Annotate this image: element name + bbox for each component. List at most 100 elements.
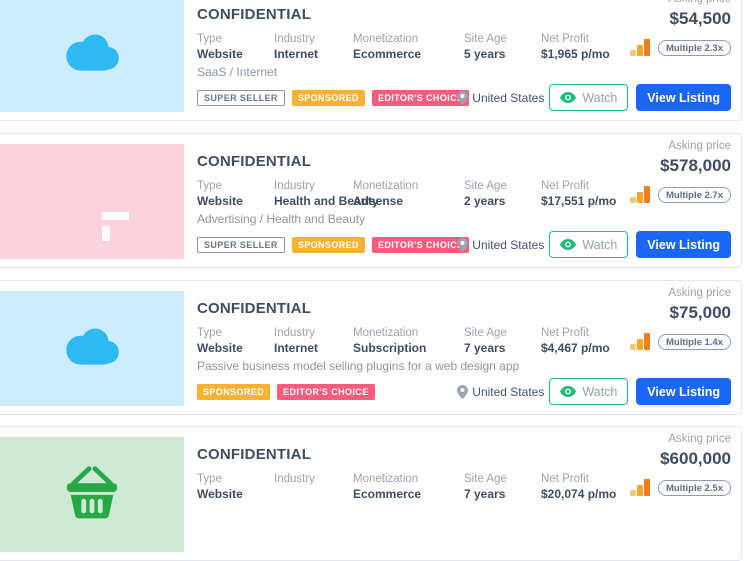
- listing-title: CONFIDENTIAL: [197, 446, 312, 463]
- attr-value: Internet: [274, 341, 319, 355]
- badge-row: SPONSORED EDITOR'S CHOICE: [197, 384, 375, 400]
- location-pin-icon: [457, 90, 469, 105]
- attr-label: Site Age: [464, 33, 507, 45]
- listing-title: CONFIDENTIAL: [197, 153, 312, 170]
- attr-value: $4,467 p/mo: [541, 341, 610, 355]
- multiple-badge: Multiple 2.5x: [657, 480, 731, 496]
- attr-site-age: Site Age 5 years: [464, 32, 541, 62]
- eye-icon: [560, 386, 577, 397]
- badge-row: SUPER SELLER SPONSORED EDITOR'S CHOICE: [197, 237, 470, 253]
- badge-sponsored: SPONSORED: [291, 237, 365, 253]
- cloud-icon: [65, 34, 119, 71]
- cloud-icon-holder: [59, 324, 125, 373]
- attr-net-profit: Net Profit $20,074 p/mo: [541, 472, 624, 502]
- attr-net-profit: Net Profit $17,551 p/mo: [541, 179, 624, 209]
- attr-type: Type Website: [197, 179, 274, 209]
- view-listing-button[interactable]: View Listing: [636, 378, 731, 405]
- attr-label: Monetization: [353, 180, 419, 192]
- attr-label: Monetization: [353, 473, 419, 485]
- location-pin-icon: [457, 237, 469, 252]
- attr-label: Net Profit: [541, 473, 589, 485]
- watch-button[interactable]: Watch: [549, 84, 629, 111]
- badge-super-seller: SUPER SELLER: [197, 90, 285, 106]
- attr-net-profit: Net Profit $1,965 p/mo: [541, 32, 618, 62]
- basket-icon: [66, 466, 117, 519]
- basket-icon-holder: [61, 464, 123, 525]
- location-label: United States: [472, 384, 545, 399]
- attr-value: Ecommerce: [353, 487, 422, 501]
- multiple-badge: Multiple 2.3x: [657, 40, 731, 56]
- attr-value: Website: [197, 487, 243, 501]
- eye-icon: [560, 239, 577, 250]
- asking-price-value: $75,000: [669, 303, 731, 322]
- attr-label: Type: [197, 180, 222, 192]
- attr-type: Type Website: [197, 32, 274, 62]
- location: United States: [457, 90, 545, 105]
- view-listing-button[interactable]: View Listing: [636, 231, 731, 258]
- listing-subtitle: Advertising / Health and Beauty: [197, 212, 366, 226]
- listing-card[interactable]: CONFIDENTIAL Asking price $54,500 Type We…: [0, 0, 742, 121]
- attr-value: $1,965 p/mo: [541, 47, 610, 61]
- attr-industry: Industry: [274, 472, 353, 502]
- badge-editor-s-choice: EDITOR'S CHOICE: [371, 90, 470, 106]
- attr-value: Subscription: [353, 341, 427, 355]
- attr-value: Website: [197, 47, 243, 61]
- attr-label: Site Age: [464, 180, 507, 192]
- attr-value: 2 years: [464, 194, 506, 208]
- listing-attributes: Type Website Industry Internet Monetizatio…: [197, 326, 618, 356]
- attr-value: Ecommerce: [353, 47, 422, 61]
- attr-value: $17,551 p/mo: [541, 194, 617, 208]
- cloud-icon-holder: [59, 30, 125, 79]
- eye-icon: [560, 92, 577, 103]
- listing-subtitle: SaaS / Internet: [197, 65, 278, 79]
- listing-card[interactable]: CONFIDENTIAL Asking price $578,000 Type W…: [0, 133, 742, 268]
- badge-row: SUPER SELLER SPONSORED EDITOR'S CHOICE: [197, 90, 470, 106]
- badge-super-seller: SUPER SELLER: [197, 237, 285, 253]
- performance-bars-icon: [629, 186, 650, 203]
- attr-label: Industry: [274, 327, 315, 339]
- attr-value: Internet: [274, 47, 319, 61]
- attr-label: Monetization: [353, 33, 419, 45]
- listing-card[interactable]: CONFIDENTIAL Asking price $600,000 Type W…: [0, 426, 742, 561]
- attr-label: Net Profit: [541, 327, 589, 339]
- attr-value: 7 years: [464, 487, 506, 501]
- asking-price-label: Asking price: [668, 0, 731, 6]
- multiple-badge: Multiple 2.7x: [657, 187, 731, 203]
- badge-editor-s-choice: EDITOR'S CHOICE: [277, 384, 375, 400]
- attr-label: Site Age: [464, 327, 507, 339]
- attr-monetization: Monetization Ecommerce: [353, 32, 464, 62]
- watch-button[interactable]: Watch: [549, 231, 629, 258]
- attr-monetization: Monetization Ecommerce: [353, 472, 464, 502]
- attr-site-age: Site Age 7 years: [464, 326, 541, 356]
- view-listing-button[interactable]: View Listing: [636, 84, 731, 111]
- listing-card[interactable]: CONFIDENTIAL Asking price $75,000 Type We…: [0, 280, 742, 415]
- attr-label: Site Age: [464, 473, 507, 485]
- listing-title: CONFIDENTIAL: [197, 300, 312, 317]
- location-pin-icon: [457, 384, 469, 399]
- badge-sponsored: SPONSORED: [291, 90, 365, 106]
- attr-value: Website: [197, 194, 243, 208]
- performance-bars-icon: [629, 333, 650, 350]
- asking-price-value: $54,500: [669, 9, 731, 28]
- attr-site-age: Site Age 7 years: [464, 472, 541, 502]
- listing-attributes: Type Website Industry Monetization Ecommer…: [197, 472, 624, 502]
- listing-thumbnail: [0, 0, 184, 112]
- location: United States: [457, 237, 544, 252]
- attr-label: Net Profit: [541, 33, 589, 45]
- attr-monetization: Monetization Subscription: [353, 326, 464, 356]
- location-label: United States: [472, 90, 545, 105]
- attr-value: Health and Beauty: [274, 194, 379, 208]
- attr-net-profit: Net Profit $4,467 p/mo: [541, 326, 618, 356]
- watch-button[interactable]: Watch: [549, 378, 629, 405]
- cloud-icon: [65, 328, 119, 365]
- asking-price-value: $600,000: [660, 449, 731, 468]
- attr-industry: Industry Internet: [274, 32, 353, 62]
- asking-price-value: $578,000: [660, 156, 731, 175]
- badge-editor-s-choice: EDITOR'S CHOICE: [371, 237, 470, 253]
- listing-attributes: Type Website Industry Health and Beauty Mo…: [197, 179, 624, 209]
- attr-value: $20,074 p/mo: [541, 487, 617, 501]
- performance-bars-icon: [629, 479, 650, 496]
- listing-thumbnail: [0, 144, 184, 259]
- attr-label: Type: [197, 33, 222, 45]
